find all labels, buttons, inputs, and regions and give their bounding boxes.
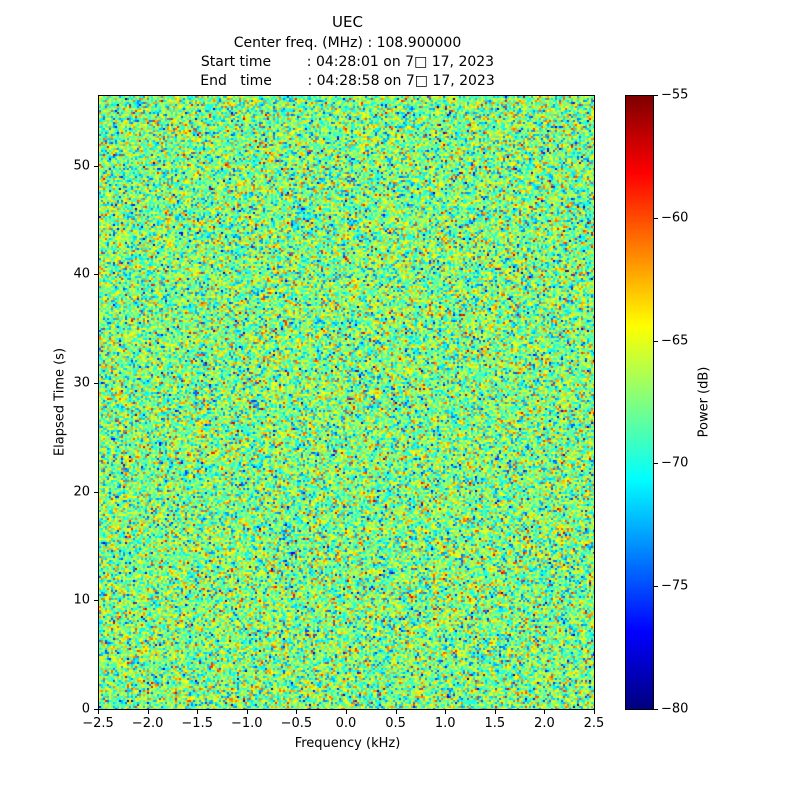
y-tick-label: 0 — [82, 702, 90, 717]
y-tick-mark — [94, 492, 98, 493]
x-tick-mark — [148, 710, 149, 714]
y-tick-label: 20 — [73, 484, 90, 499]
y-axis-label: Elapsed Time (s) — [53, 348, 68, 456]
x-tick-label: −1.5 — [181, 716, 213, 731]
x-axis-label: Frequency (kHz) — [98, 736, 597, 751]
colorbar-tick-label: −55 — [661, 88, 688, 103]
colorbar-tick-mark — [654, 463, 658, 464]
x-tick-label: 2.0 — [534, 716, 555, 731]
colorbar-tick-label: −65 — [661, 333, 688, 348]
x-tick-mark — [296, 710, 297, 714]
x-tick-label: −2.0 — [132, 716, 164, 731]
x-tick-label: 2.5 — [584, 716, 605, 731]
x-tick-mark — [594, 710, 595, 714]
y-tick-label: 10 — [73, 593, 90, 608]
colorbar-tick-mark — [654, 586, 658, 587]
colorbar — [625, 95, 654, 710]
y-tick-mark — [94, 166, 98, 167]
spectrogram-heatmap — [98, 95, 595, 710]
spectrogram-figure: UEC Center freq. (MHz) : 108.900000 Star… — [0, 0, 800, 800]
colorbar-tick-mark — [654, 709, 658, 710]
colorbar-tick-mark — [654, 95, 658, 96]
y-tick-mark — [94, 709, 98, 710]
spectrogram-canvas — [99, 96, 594, 709]
colorbar-tick-label: −75 — [661, 579, 688, 594]
y-tick-mark — [94, 383, 98, 384]
x-tick-mark — [396, 710, 397, 714]
x-tick-label: −1.0 — [231, 716, 263, 731]
x-tick-mark — [98, 710, 99, 714]
x-tick-label: −2.5 — [82, 716, 114, 731]
x-tick-label: 0.0 — [336, 716, 357, 731]
x-tick-mark — [495, 710, 496, 714]
colorbar-tick-label: −60 — [661, 210, 688, 225]
x-tick-mark — [247, 710, 248, 714]
center-freq-line: Center freq. (MHz) : 108.900000 — [98, 34, 597, 53]
colorbar-tick-label: −70 — [661, 456, 688, 471]
colorbar-label: Power (dB) — [697, 367, 712, 438]
y-tick-label: 30 — [73, 375, 90, 390]
x-tick-mark — [544, 710, 545, 714]
colorbar-tick-mark — [654, 218, 658, 219]
end-time-line: End time : 04:28:58 on 7□ 17, 2023 — [98, 72, 597, 91]
x-tick-mark — [445, 710, 446, 714]
colorbar-tick-mark — [654, 341, 658, 342]
y-tick-mark — [94, 274, 98, 275]
chart-header: UEC Center freq. (MHz) : 108.900000 Star… — [98, 12, 597, 91]
start-time-line: Start time : 04:28:01 on 7□ 17, 2023 — [98, 53, 597, 72]
y-tick-label: 50 — [73, 158, 90, 173]
x-tick-label: 0.5 — [385, 716, 406, 731]
x-tick-label: 1.5 — [484, 716, 505, 731]
x-tick-mark — [197, 710, 198, 714]
x-tick-label: 1.0 — [435, 716, 456, 731]
y-tick-label: 40 — [73, 267, 90, 282]
x-tick-label: −0.5 — [281, 716, 313, 731]
y-tick-mark — [94, 600, 98, 601]
colorbar-canvas — [626, 96, 653, 709]
chart-title: UEC — [98, 12, 597, 32]
x-tick-mark — [346, 710, 347, 714]
colorbar-tick-label: −80 — [661, 702, 688, 717]
